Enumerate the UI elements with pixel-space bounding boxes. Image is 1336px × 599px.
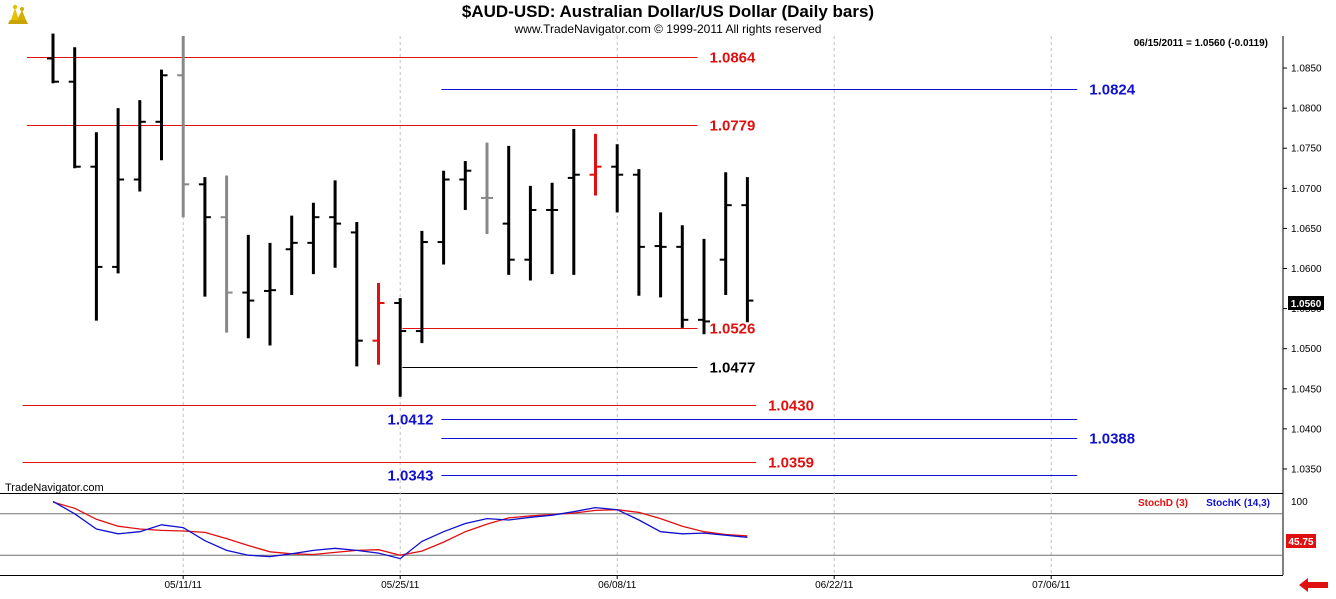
y-tick-label: 1.0850: [1291, 64, 1322, 75]
ohlc-bar: [90, 132, 103, 321]
ohlc-bar: [676, 225, 689, 328]
ohlc-bar: [307, 202, 320, 275]
ohlc-bar: [524, 185, 537, 281]
ohlc-bar: [242, 234, 255, 339]
ohlc-bar: [611, 144, 624, 213]
ohlc-bar: [372, 282, 385, 365]
oscillator-value-label: 45.75: [1288, 537, 1313, 548]
ohlc-bar: [546, 182, 559, 275]
current-price-label: 1.0560: [1291, 299, 1322, 310]
x-tick-label: 05/11/11: [164, 580, 202, 591]
ohlc-bar: [698, 238, 710, 335]
y-tick-label: 1.0450: [1291, 384, 1322, 395]
ohlc-bar: [394, 298, 407, 397]
legend-stoch-k: StochK (14,3): [1206, 498, 1270, 509]
y-tick-label: 1.0400: [1291, 424, 1322, 435]
y-tick-label: 1.0700: [1291, 184, 1322, 195]
price-level-label: 1.0864: [709, 50, 756, 67]
ohlc-bar: [481, 142, 493, 235]
scroll-left-arrow-icon[interactable]: [1299, 578, 1328, 592]
legend-stoch-d: StochD (3): [1138, 498, 1188, 509]
price-level-label: 1.0824: [1089, 82, 1136, 99]
ohlc-bar: [133, 100, 146, 192]
ohlc-bar: [329, 180, 342, 268]
ohlc-bar: [198, 177, 211, 297]
ohlc-bar: [567, 129, 580, 275]
ohlc-bar: [632, 169, 645, 296]
price-bars: [47, 33, 754, 397]
ohlc-bar: [437, 170, 450, 265]
ohlc-bar: [459, 161, 472, 210]
price-level-label: 1.0359: [768, 455, 814, 472]
stochastic-pane: [0, 500, 1283, 560]
current-price-tag: 1.0560: [1288, 296, 1324, 310]
chart-title: $AUD-USD: Australian Dollar/US Dollar (D…: [462, 2, 874, 21]
y-tick-label: 1.0750: [1291, 144, 1322, 155]
y-tick-label: 1.0800: [1291, 104, 1322, 115]
ohlc-bar: [741, 177, 754, 323]
ohlc-bar: [719, 172, 732, 295]
ohlc-bar: [285, 215, 298, 295]
price-level-label: 1.0388: [1089, 431, 1135, 448]
price-level-label: 1.0526: [709, 321, 755, 338]
ohlc-bar: [155, 69, 168, 161]
osc-tick-label: 100: [1291, 497, 1308, 508]
x-tick-label: 07/06/11: [1032, 580, 1071, 591]
grid-lines: [182, 36, 1052, 575]
ohlc-bar: [68, 47, 81, 169]
ohlc-bar: [415, 230, 428, 344]
price-level-label: 1.0430: [768, 398, 814, 415]
y-tick-label: 1.0500: [1291, 344, 1322, 355]
current-quote: 06/15/2011 = 1.0560 (-0.0119): [1134, 38, 1268, 49]
price-level-label: 1.0477: [709, 360, 755, 377]
ohlc-bar: [589, 133, 602, 196]
oscillator-value-tag: 45.75: [1286, 534, 1316, 548]
price-levels: 1.0864 1.0824 1.0779 1.0526 1.0477 1.0430 1.04…: [22, 50, 1136, 485]
x-tick-label: 05/25/11: [381, 580, 420, 591]
y-tick-label: 1.0350: [1291, 464, 1322, 475]
copyright-text: www.TradeNavigator.com © 1999-2011 All r…: [514, 22, 822, 36]
y-tick-label: 1.0600: [1291, 264, 1322, 275]
ohlc-bar: [654, 212, 667, 298]
ohlc-bar: [177, 36, 190, 218]
x-tick-label: 06/22/11: [815, 580, 854, 591]
x-tick-label: 06/08/11: [598, 580, 637, 591]
stoch-d-line: [52, 501, 748, 556]
ohlc-bar: [47, 33, 59, 84]
watermark-text: TradeNavigator.com: [5, 482, 104, 494]
ohlc-bar: [350, 222, 363, 367]
ohlc-bar: [220, 175, 233, 333]
stoch-k-line: [52, 500, 748, 560]
price-level-label: 1.0779: [709, 118, 755, 135]
logo-icon: [4, 2, 32, 28]
price-level-label: 1.0412: [388, 412, 434, 429]
ohlc-bar: [502, 145, 515, 275]
y-tick-label: 1.0650: [1291, 224, 1322, 235]
ohlc-bar: [264, 242, 276, 346]
price-level-label: 1.0343: [388, 468, 434, 485]
ohlc-bar: [112, 108, 125, 274]
